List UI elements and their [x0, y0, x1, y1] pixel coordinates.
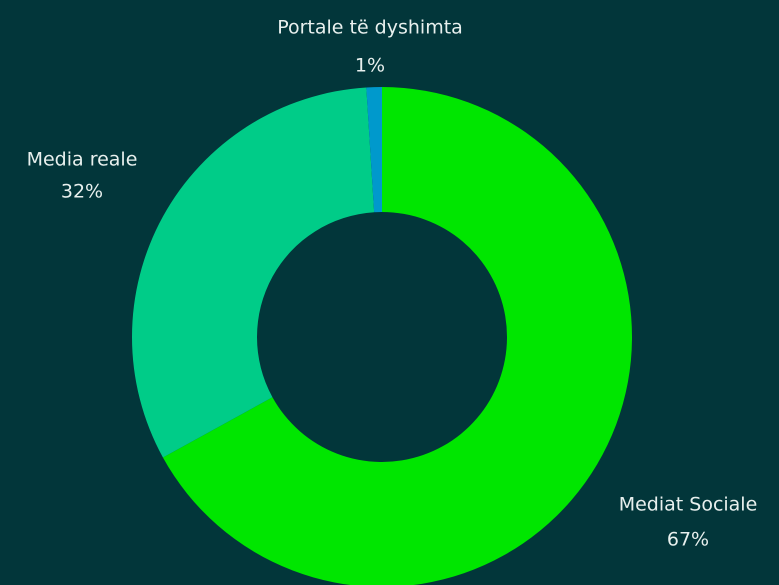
- slice-label: Portale të dyshimta: [277, 17, 463, 39]
- slice-label: Media reale: [27, 149, 138, 171]
- slice: [366, 87, 382, 213]
- value-label: 1%: [355, 55, 385, 77]
- slice: [131, 87, 375, 458]
- slice: [162, 87, 632, 585]
- value-label: 67%: [667, 529, 709, 551]
- value-label: 32%: [61, 181, 103, 203]
- slice-label: Mediat Sociale: [619, 494, 758, 516]
